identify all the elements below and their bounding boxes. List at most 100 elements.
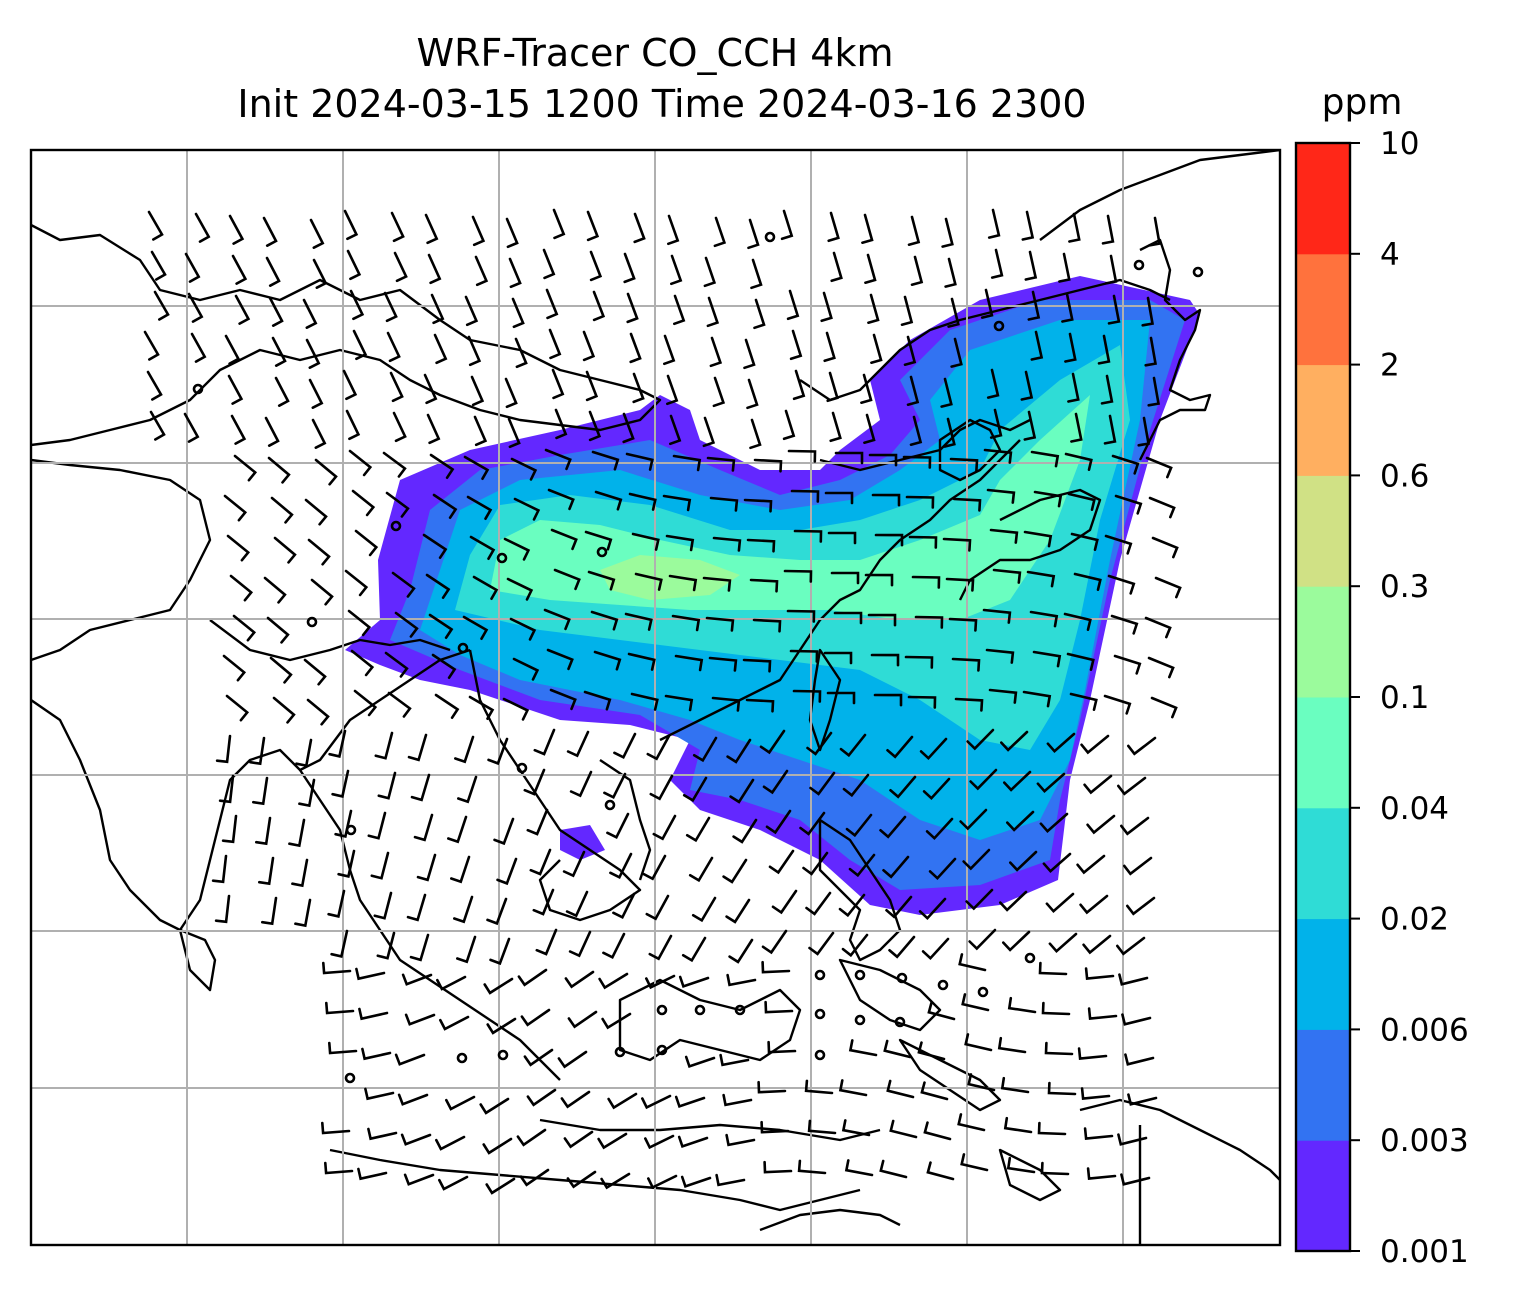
calm-wind-circle: [596, 546, 608, 558]
wind-barb: [941, 217, 954, 248]
wind-barb: [628, 492, 657, 511]
wind-barb: [668, 574, 698, 592]
wind-barb: [943, 417, 956, 448]
wind-barb: [1154, 576, 1182, 599]
wind-barb: [632, 372, 645, 404]
wind-barb: [533, 728, 556, 756]
wind-barb: [703, 256, 717, 288]
wind-barb: [713, 216, 727, 248]
wind-barb: [1058, 252, 1071, 283]
wind-barb: [453, 895, 474, 924]
wind-barb: [464, 295, 479, 327]
wind-barb: [1117, 1133, 1148, 1146]
wind-barb: [255, 816, 272, 846]
wind-barb: [344, 569, 369, 597]
wind-barb: [1069, 692, 1098, 711]
wind-barb: [271, 336, 287, 367]
wind-barb: [435, 1135, 466, 1151]
wind-barb: [609, 852, 633, 880]
wind-barb: [940, 377, 953, 408]
wind-barb: [1123, 856, 1153, 876]
wind-barb: [889, 1119, 918, 1139]
wind-barb: [911, 575, 941, 589]
wind-barb: [959, 808, 988, 831]
wind-barb: [601, 1012, 632, 1030]
wind-barb: [406, 893, 427, 922]
wind-barb: [927, 1001, 956, 1021]
wind-barb: [804, 1079, 834, 1095]
wind-barb: [823, 651, 853, 665]
wind-barb: [230, 414, 247, 445]
wind-barb: [947, 297, 960, 328]
wind-barb: [229, 574, 254, 602]
wind-barb: [702, 576, 732, 592]
wind-barb: [904, 655, 934, 669]
wind-barb: [906, 375, 920, 406]
wind-barb: [990, 248, 1004, 279]
wind-barb: [324, 1161, 354, 1175]
wind-barb: [607, 1092, 638, 1110]
wind-barb: [361, 1047, 392, 1061]
wind-barb: [354, 529, 379, 557]
wind-barb: [474, 255, 489, 287]
wind-barb: [997, 1036, 1027, 1054]
wind-barb: [1077, 1047, 1108, 1061]
wind-barb: [1003, 1116, 1033, 1134]
wind-barb: [330, 929, 349, 958]
wind-barb: [302, 298, 318, 329]
wind-barb: [355, 967, 386, 981]
wind-barb: [914, 615, 944, 629]
wind-barb: [826, 691, 856, 705]
wind-barb: [792, 369, 806, 401]
wind-barb: [263, 576, 287, 604]
wind-barb: [1087, 1007, 1118, 1021]
wind-barb: [234, 294, 251, 325]
wind-barb: [1110, 614, 1139, 635]
wind-barb: [1030, 330, 1044, 361]
wind-barb: [749, 418, 762, 450]
wind-barb: [925, 817, 954, 841]
wind-barb: [1145, 456, 1173, 479]
wind-barb: [1067, 492, 1096, 511]
wind-barb: [298, 778, 316, 808]
wind-barb: [1003, 770, 1032, 792]
chart-title-line1: WRF-Tracer CO_CCH 4km: [417, 31, 894, 75]
wind-barb: [760, 1120, 790, 1134]
wind-barb: [1023, 530, 1053, 548]
wind-barb: [322, 961, 352, 975]
calm-wind-circle: [390, 520, 402, 532]
wind-barb: [506, 577, 534, 601]
wind-barb: [307, 538, 331, 566]
calm-wind-circle: [604, 799, 616, 811]
wind-barb: [602, 932, 626, 960]
wind-barb: [1120, 1173, 1151, 1186]
wind-barb: [719, 1053, 750, 1067]
calm-wind-circle: [694, 1004, 706, 1016]
wind-barb: [958, 953, 987, 972]
wind-barb: [187, 292, 204, 323]
wind-barb: [671, 614, 701, 632]
wind-barb: [688, 856, 714, 883]
wind-barb: [586, 210, 600, 242]
wind-barb: [348, 449, 373, 477]
wind-barb: [1124, 1053, 1155, 1066]
wind-barb: [808, 931, 835, 956]
wind-barb: [221, 814, 238, 844]
wind-barb: [466, 495, 493, 520]
wind-barb: [732, 818, 758, 844]
wind-barb: [367, 811, 387, 840]
wind-barb: [645, 894, 670, 921]
wind-barb: [394, 611, 419, 638]
wind-barb: [1030, 450, 1060, 468]
wind-barb: [225, 694, 250, 722]
wind-barb: [944, 257, 957, 288]
wind-barb: [1117, 776, 1147, 796]
wind-barb: [430, 293, 445, 325]
wind-barb: [712, 376, 726, 408]
wind-barb: [1141, 296, 1155, 327]
calm-wind-circle: [1192, 266, 1204, 278]
wind-barb: [190, 332, 207, 363]
colorbar-block: [1296, 143, 1350, 255]
wind-barb: [493, 817, 515, 846]
wind-barb: [1042, 852, 1072, 874]
